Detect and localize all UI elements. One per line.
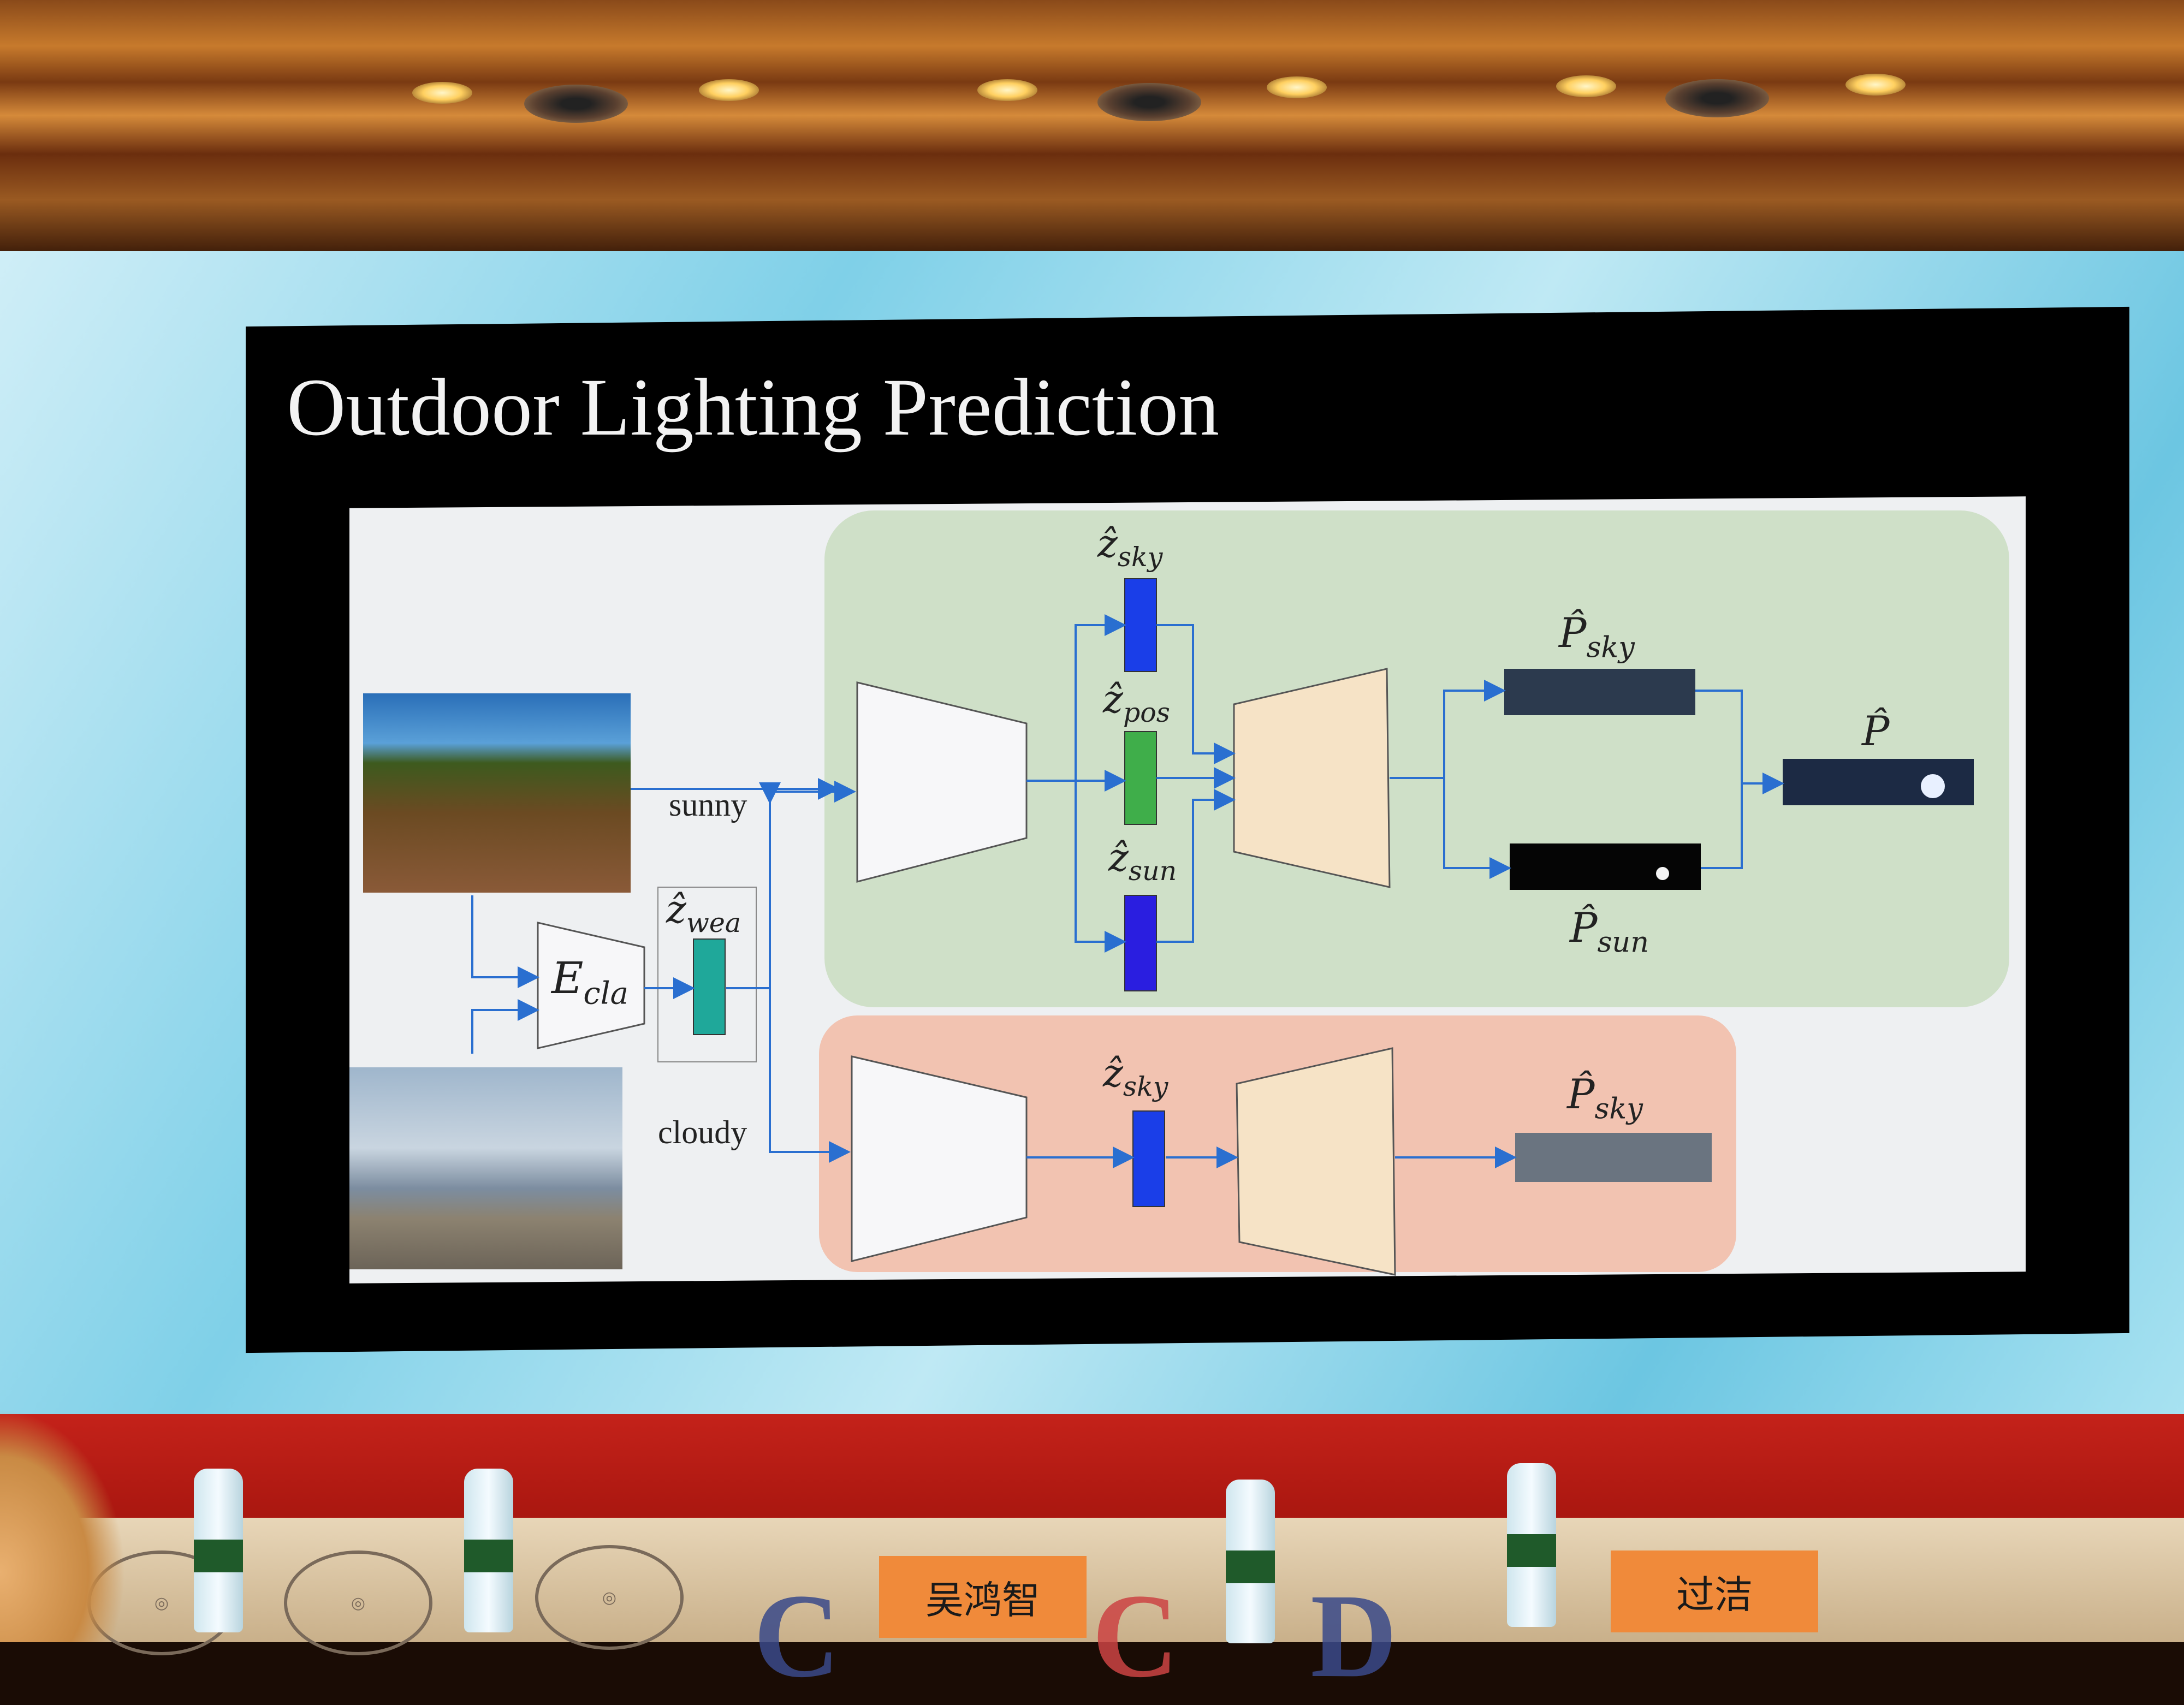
water-bottle [194,1469,243,1632]
z-wea-bar [693,938,726,1035]
sunny-decoder [1233,668,1391,888]
ceiling-light [977,79,1037,101]
p-hat-sun-spot [1921,774,1945,798]
z-sun-symbol: ẑ [1108,835,1129,880]
z-wea-box [657,887,757,1062]
ceiling-light [1556,75,1616,97]
university-seal: ◎ [535,1545,684,1650]
ceiling-light [699,79,759,101]
z-sky-subscript: sky [1117,542,1163,573]
z-sky-cloudy-label: ẑsky [1103,1051,1168,1102]
bottle-label [194,1540,243,1572]
sunny-input-photo [363,693,631,893]
arrows [471,614,1784,1168]
z-sky-cloudy-bar [1132,1110,1165,1207]
z-sun-label: ẑsun [1108,835,1177,887]
z-sun-subscript: sun [1128,856,1177,887]
p-sky-cloudy-subscript: sky [1594,1092,1643,1126]
ceiling-light [1267,76,1327,98]
p-sky-symbol: P̂ [1559,609,1587,657]
z-wea-subscript: wea [686,907,741,939]
nameplate-left: 吴鸿智 [879,1556,1087,1638]
p-sky-subscript: sky [1586,631,1635,664]
p-sun-map [1510,843,1701,890]
water-bottle [464,1469,513,1632]
p-sky-cloudy-label: P̂sky [1567,1070,1643,1125]
diagram-graphics [471,578,1974,1276]
nameplate-right: 过洁 [1611,1550,1818,1632]
stage-backdrop [0,1414,2184,1523]
water-bottle [1226,1480,1275,1643]
ceiling-vent [1097,83,1201,121]
bottle-label [464,1540,513,1572]
bottle-label [1226,1550,1275,1583]
p-sun-label: P̂sun [1570,904,1649,959]
z-sky-cloudy-subscript: sky [1123,1071,1168,1103]
z-sun-bar [1124,895,1157,991]
cloudy-label: cloudy [658,1114,747,1150]
slide-title: Outdoor Lighting Prediction [287,362,1220,453]
backdrop-lettering: D [1310,1569,1397,1702]
z-sky-sunny-bar [1124,578,1157,672]
z-pos-subscript: pos [1123,697,1170,729]
encoder-cla-label: Ecla [551,953,628,1012]
z-pos-symbol: ẑ [1103,677,1123,722]
z-sky-cloudy-symbol: ẑ [1103,1051,1123,1096]
audience-member [0,1409,126,1642]
sunny-encoder [856,681,1028,883]
z-sky-sunny-label: ẑsky [1097,521,1162,573]
ceiling-light [1845,74,1906,96]
p-hat-label: P̂ [1862,707,1890,755]
p-sky-sunny-map [1504,669,1695,715]
ceiling-vent [524,85,628,123]
p-sky-cloudy-symbol: P̂ [1567,1070,1595,1118]
cloudy-input-photo [349,1067,622,1269]
ceiling-vent [1665,79,1769,117]
p-hat-map [1783,759,1974,805]
z-sky-symbol: ẑ [1097,521,1118,566]
water-bottle [1507,1463,1556,1627]
sunny-label: sunny [669,787,747,823]
z-wea-label: ẑwea [666,887,741,938]
ceiling [0,0,2184,257]
cloudy-decoder [1236,1047,1396,1276]
sun-spot [1656,867,1669,880]
p-sky-sunny-label: P̂sky [1559,609,1635,664]
backdrop-lettering: C [1092,1569,1179,1702]
cloudy-encoder [851,1055,1028,1262]
university-seal: ◎ [284,1550,432,1655]
backdrop-lettering: C [753,1569,840,1702]
p-sun-symbol: P̂ [1570,904,1598,952]
z-wea-symbol: ẑ [666,887,686,932]
z-pos-bar [1124,731,1157,825]
p-sky-cloudy-map [1515,1133,1712,1182]
z-pos-label: ẑpos [1103,677,1170,728]
bottle-label [1507,1534,1556,1567]
ceiling-light [412,82,472,104]
encoder-subscript: cla [583,976,629,1012]
encoder-symbol: E [551,953,584,1003]
p-sun-subscript: sun [1597,925,1649,959]
